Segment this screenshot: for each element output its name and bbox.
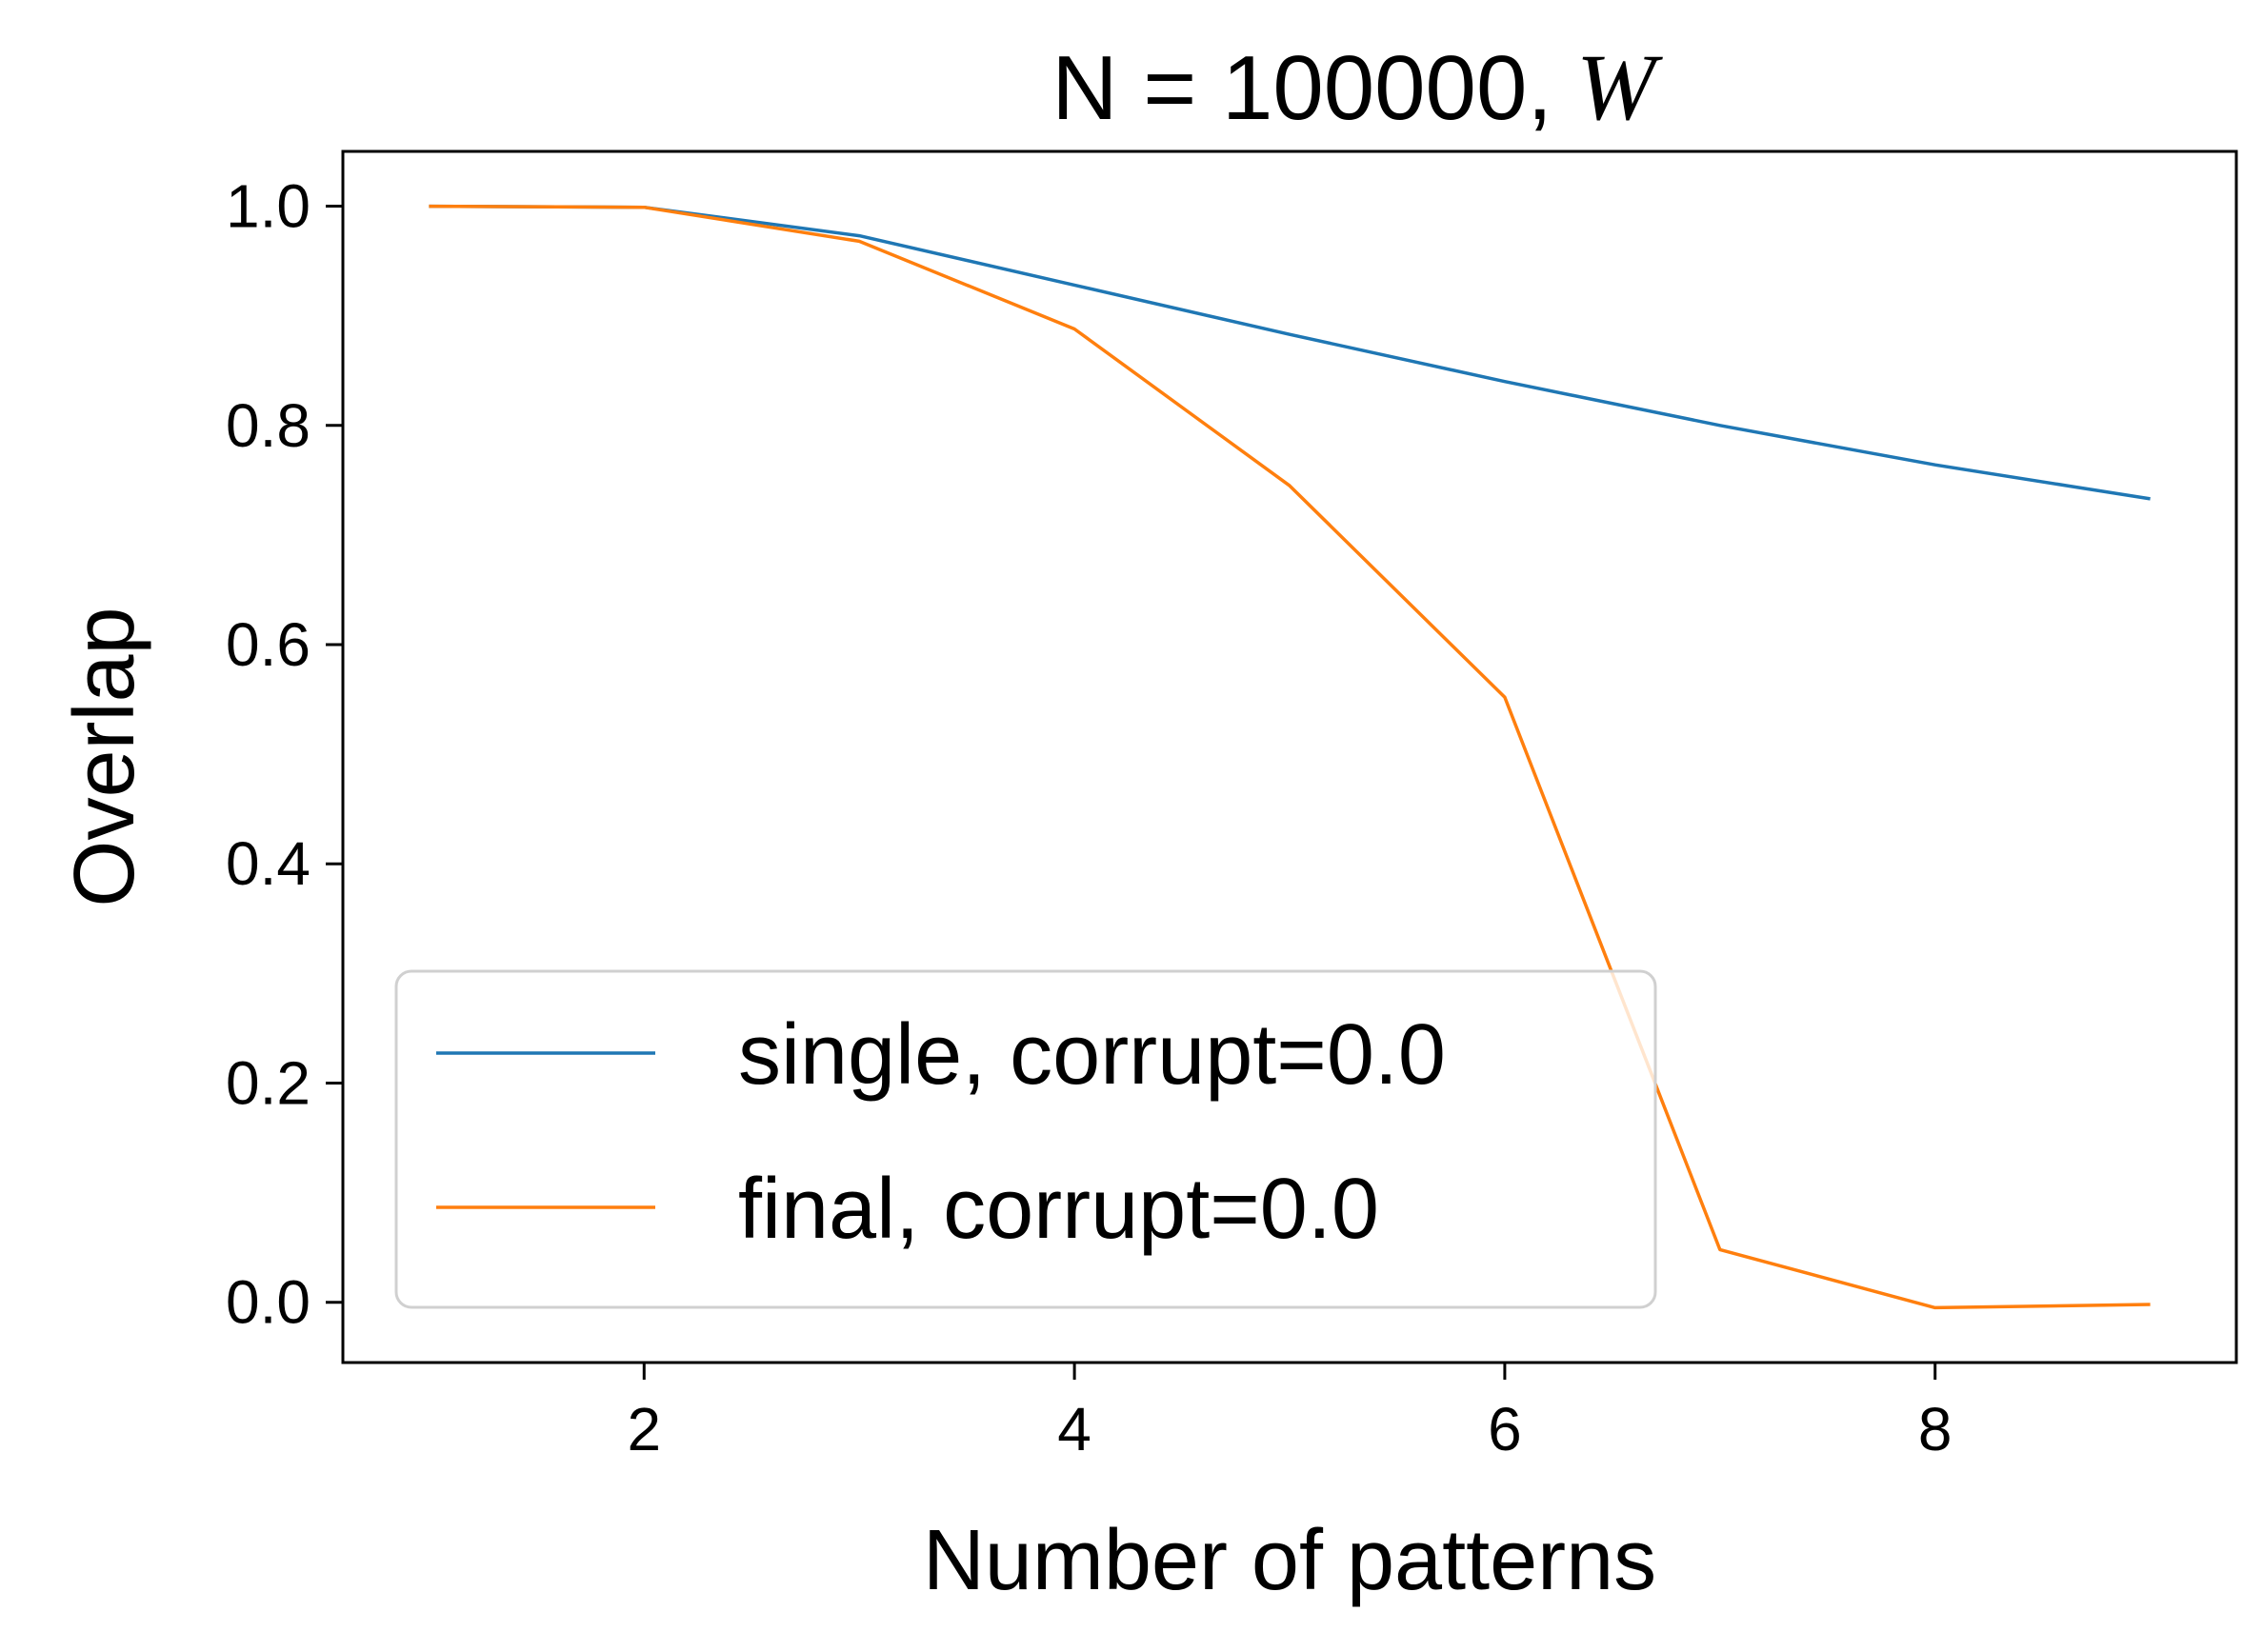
y-axis-label: Overlap xyxy=(57,607,152,906)
chart-title-text: N = 100000, xyxy=(1051,37,1552,139)
chart-title-math: W xyxy=(1576,34,1663,140)
series-lines xyxy=(429,204,2151,1310)
x-axis-label: Number of patterns xyxy=(923,1513,1656,1608)
y-tick-label: 0.4 xyxy=(226,829,310,898)
chart-title: N = 100000, W xyxy=(1051,34,1663,140)
y-axis: 0.0 0.2 0.4 0.6 0.8 1.0 xyxy=(226,172,343,1337)
y-tick-label: 0.6 xyxy=(226,610,310,679)
plot-frame xyxy=(341,149,2238,1364)
series-line-2 xyxy=(429,204,2151,1310)
x-tick-label: 6 xyxy=(1488,1395,1522,1463)
y-tick-label: 0.8 xyxy=(226,391,310,460)
series-line-1 xyxy=(429,204,2151,501)
y-tick-label: 0.2 xyxy=(226,1048,310,1117)
x-tick-label: 2 xyxy=(627,1395,661,1463)
y-tick-label: 1.0 xyxy=(226,172,310,241)
legend-box xyxy=(394,969,1657,1309)
y-tick-label: 0.0 xyxy=(226,1268,310,1337)
legend: single, corrupt=0.0 final, corrupt=0.0 xyxy=(394,969,1657,1309)
x-axis: 2 4 6 8 xyxy=(627,1363,1953,1463)
x-tick-label: 4 xyxy=(1057,1395,1091,1463)
legend-label-2: final, corrupt=0.0 xyxy=(738,1162,1379,1257)
x-tick-label: 8 xyxy=(1918,1395,1953,1463)
legend-label-1: single, corrupt=0.0 xyxy=(738,1007,1446,1103)
